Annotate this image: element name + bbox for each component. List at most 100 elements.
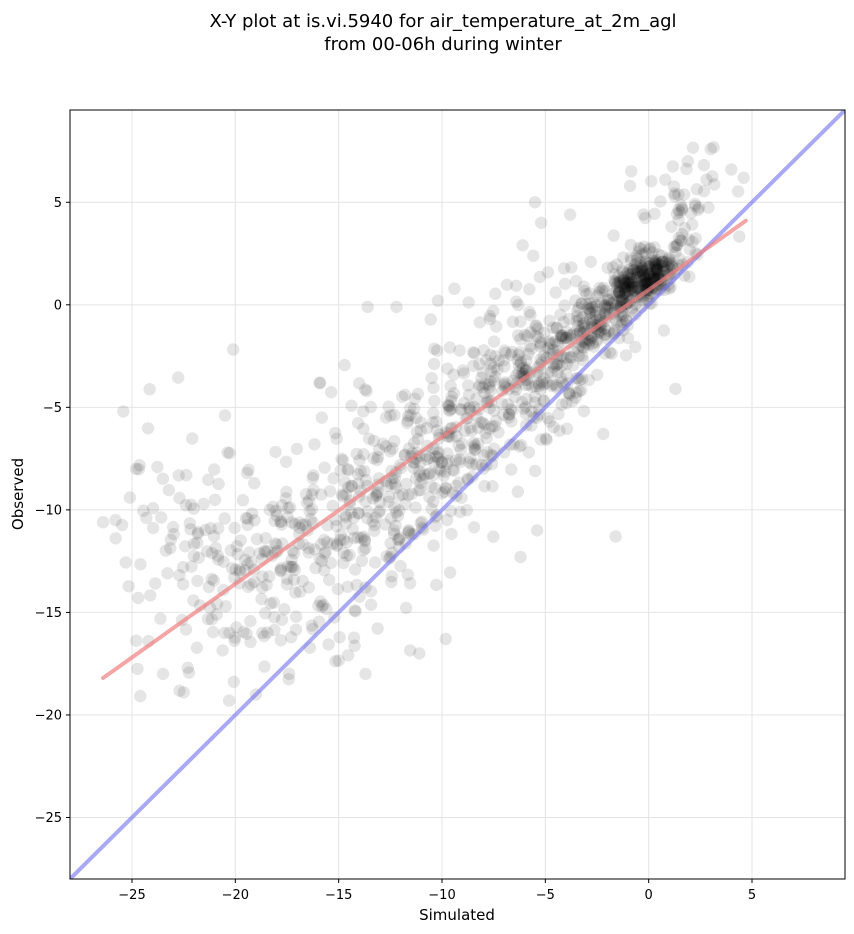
data-point bbox=[470, 392, 483, 405]
data-point bbox=[403, 577, 417, 590]
data-point bbox=[339, 511, 353, 524]
data-point bbox=[643, 274, 657, 287]
data-point bbox=[263, 503, 276, 517]
data-point bbox=[462, 456, 476, 469]
data-point bbox=[617, 271, 630, 284]
data-point bbox=[426, 416, 440, 429]
data-point bbox=[479, 427, 492, 440]
data-point bbox=[686, 235, 699, 248]
data-point bbox=[371, 485, 385, 499]
data-point bbox=[675, 228, 689, 241]
data-point bbox=[285, 516, 299, 529]
data-point bbox=[614, 275, 627, 289]
data-point bbox=[649, 258, 662, 271]
data-point bbox=[555, 330, 568, 343]
data-point bbox=[614, 277, 627, 290]
data-point bbox=[511, 485, 524, 498]
data-point bbox=[519, 407, 533, 420]
x-tick-label: −25 bbox=[118, 888, 145, 903]
data-point bbox=[391, 509, 405, 523]
data-point bbox=[608, 274, 621, 287]
data-point bbox=[387, 524, 401, 537]
data-point bbox=[371, 450, 385, 464]
data-point bbox=[670, 238, 683, 252]
data-point bbox=[429, 415, 443, 428]
data-point bbox=[439, 481, 452, 494]
data-point bbox=[389, 519, 402, 532]
data-point bbox=[497, 408, 510, 421]
data-point bbox=[345, 479, 358, 493]
data-point bbox=[351, 531, 364, 544]
data-point bbox=[442, 454, 455, 468]
data-point bbox=[191, 574, 204, 588]
data-point bbox=[478, 418, 491, 431]
data-point bbox=[314, 595, 327, 608]
data-point bbox=[637, 267, 650, 280]
data-point bbox=[428, 394, 441, 408]
data-point bbox=[388, 408, 401, 422]
data-point bbox=[275, 613, 289, 626]
data-point bbox=[179, 540, 192, 553]
data-point bbox=[511, 353, 524, 367]
data-point bbox=[109, 532, 122, 545]
data-point bbox=[447, 464, 461, 477]
data-point bbox=[389, 481, 403, 495]
data-point bbox=[642, 260, 656, 273]
data-point bbox=[562, 387, 576, 400]
data-point bbox=[550, 358, 563, 371]
data-point bbox=[474, 416, 487, 429]
data-point bbox=[618, 274, 631, 287]
data-point bbox=[589, 309, 602, 322]
data-point bbox=[462, 402, 476, 415]
data-point bbox=[431, 294, 445, 307]
data-point bbox=[167, 527, 180, 541]
data-point bbox=[281, 501, 295, 515]
data-point bbox=[347, 531, 361, 545]
data-point bbox=[352, 477, 365, 490]
data-point bbox=[605, 347, 618, 360]
data-point bbox=[208, 463, 221, 476]
data-point bbox=[500, 278, 514, 291]
data-point bbox=[484, 357, 497, 371]
data-point bbox=[636, 260, 649, 274]
data-point bbox=[345, 399, 358, 412]
data-point bbox=[556, 332, 570, 345]
data-point bbox=[659, 256, 673, 269]
data-point bbox=[187, 549, 200, 563]
data-point bbox=[312, 615, 326, 628]
data-point bbox=[626, 280, 639, 293]
data-point bbox=[530, 319, 543, 332]
data-point bbox=[682, 233, 695, 246]
data-point bbox=[557, 262, 571, 275]
data-point bbox=[399, 497, 412, 511]
data-point bbox=[610, 289, 623, 302]
data-point bbox=[408, 528, 421, 541]
data-point bbox=[624, 267, 637, 281]
data-point bbox=[159, 544, 173, 557]
data-point bbox=[516, 239, 529, 252]
data-point bbox=[505, 404, 519, 417]
data-point bbox=[541, 411, 554, 425]
data-point bbox=[407, 436, 421, 450]
data-point bbox=[228, 521, 241, 535]
data-point bbox=[315, 488, 328, 501]
data-point bbox=[624, 275, 638, 289]
data-point bbox=[578, 317, 591, 331]
data-point bbox=[462, 379, 475, 392]
data-point bbox=[623, 284, 636, 298]
data-point bbox=[640, 276, 654, 289]
data-point bbox=[642, 270, 656, 283]
data-point bbox=[400, 477, 413, 491]
data-point bbox=[617, 273, 630, 287]
data-point bbox=[183, 517, 196, 530]
data-point bbox=[344, 506, 358, 519]
data-point bbox=[269, 445, 282, 459]
data-point bbox=[418, 468, 431, 481]
data-point bbox=[341, 580, 354, 593]
data-point bbox=[339, 517, 352, 530]
data-point bbox=[502, 411, 515, 424]
data-point bbox=[440, 513, 454, 527]
data-point bbox=[359, 473, 373, 487]
data-point bbox=[268, 514, 281, 528]
data-point bbox=[595, 284, 608, 297]
